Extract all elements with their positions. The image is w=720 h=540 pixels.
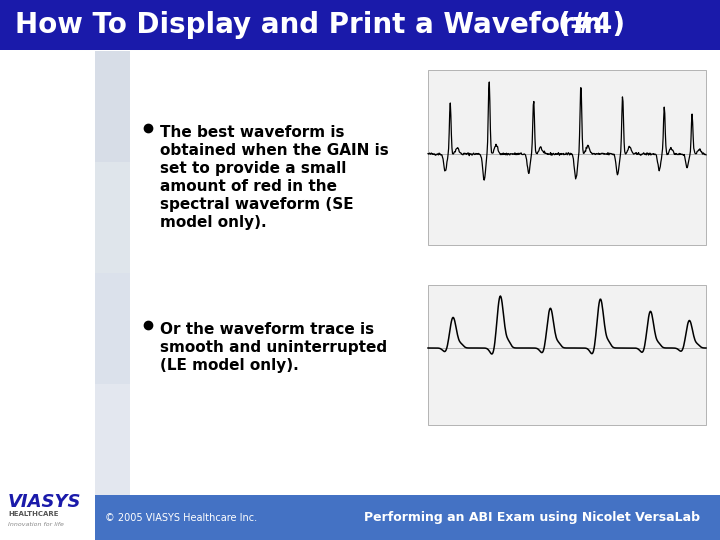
Text: set to provide a small: set to provide a small [160, 161, 346, 176]
Bar [428, 285, 706, 425]
Bar [95, 495, 720, 540]
Text: spectral waveform (SE: spectral waveform (SE [160, 197, 354, 212]
Bar [428, 70, 706, 245]
Text: How To Display and Print a Waveform: How To Display and Print a Waveform [15, 11, 612, 39]
Text: smooth and uninterrupted: smooth and uninterrupted [160, 340, 387, 355]
Text: Innovation for life: Innovation for life [8, 522, 64, 526]
Bar [0, 50, 95, 540]
Bar [0, 51, 130, 162]
Bar [0, 162, 130, 273]
Text: VIASYS: VIASYS [8, 493, 81, 511]
Text: © 2005 VIASYS Healthcare Inc.: © 2005 VIASYS Healthcare Inc. [105, 513, 257, 523]
Bar [0, 384, 130, 495]
Bar [0, 50, 720, 495]
Text: obtained when the GAIN is: obtained when the GAIN is [160, 143, 389, 158]
Bar [0, 273, 130, 384]
Text: HEALTHCARE: HEALTHCARE [8, 511, 58, 517]
Text: Performing an ABI Exam using Nicolet VersaLab: Performing an ABI Exam using Nicolet Ver… [364, 511, 700, 524]
Text: (#4): (#4) [558, 11, 626, 39]
Text: amount of red in the: amount of red in the [160, 179, 337, 194]
Text: The best waveform is: The best waveform is [160, 125, 344, 140]
Text: (LE model only).: (LE model only). [160, 358, 299, 373]
Text: model only).: model only). [160, 215, 266, 230]
Text: Or the waveform trace is: Or the waveform trace is [160, 322, 374, 337]
Bar [0, 0, 720, 50]
